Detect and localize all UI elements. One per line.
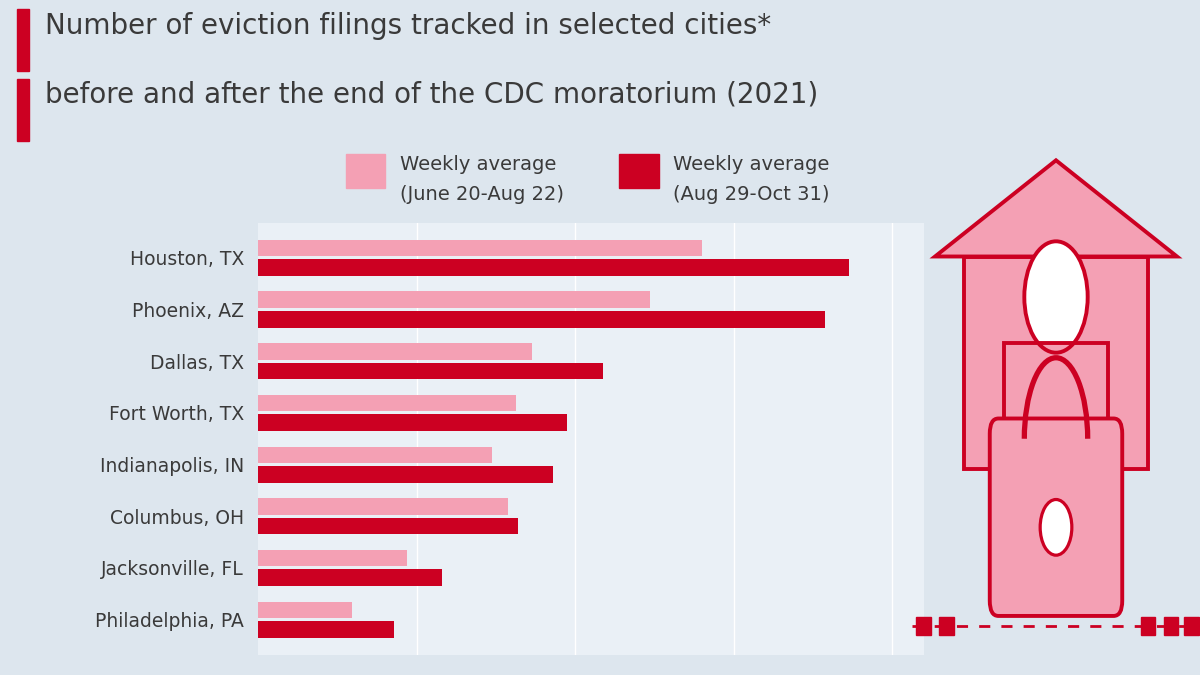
Bar (258, 550, 407, 566)
FancyBboxPatch shape (990, 418, 1122, 616)
Bar (258, 446, 492, 463)
Text: Weekly average: Weekly average (673, 155, 829, 174)
Bar (258, 498, 508, 515)
Bar (258, 292, 650, 308)
Bar (258, 518, 518, 535)
Bar (258, 570, 442, 586)
Circle shape (1040, 500, 1072, 555)
Bar (1141, 617, 1156, 635)
Bar (940, 617, 954, 635)
Bar (346, 155, 385, 188)
Bar (258, 240, 702, 256)
Bar (258, 601, 352, 618)
Bar (17, 79, 29, 141)
Bar (1004, 343, 1108, 469)
Circle shape (1025, 242, 1087, 352)
Bar (258, 395, 516, 411)
Bar (258, 343, 532, 360)
Text: (June 20-Aug 22): (June 20-Aug 22) (400, 185, 564, 204)
Text: Number of eviction filings tracked in selected cities*: Number of eviction filings tracked in se… (44, 12, 772, 40)
Bar (1164, 617, 1178, 635)
Bar (258, 362, 602, 379)
Bar (258, 311, 824, 327)
Bar (1184, 617, 1199, 635)
Bar (17, 9, 29, 72)
Bar (1004, 343, 1108, 469)
Bar (964, 256, 1148, 469)
Bar (258, 621, 395, 638)
Text: (Aug 29-Oct 31): (Aug 29-Oct 31) (673, 185, 829, 204)
Text: Weekly average: Weekly average (400, 155, 556, 174)
Bar (258, 466, 553, 483)
Polygon shape (935, 161, 1177, 256)
Text: before and after the end of the CDC moratorium (2021): before and after the end of the CDC mora… (44, 80, 818, 108)
Bar (917, 617, 931, 635)
Bar (258, 414, 568, 431)
Bar (619, 155, 659, 188)
Bar (258, 259, 848, 276)
Bar (964, 256, 1148, 469)
